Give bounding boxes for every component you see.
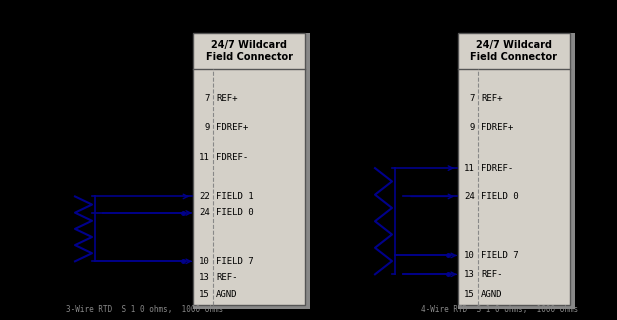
- Text: 10: 10: [199, 257, 210, 266]
- Text: AGND: AGND: [216, 290, 238, 299]
- Text: REF-: REF-: [481, 270, 502, 279]
- Bar: [193, 305, 305, 309]
- Text: 9: 9: [205, 124, 210, 132]
- Text: REF-: REF-: [216, 273, 238, 282]
- Text: 7: 7: [205, 94, 210, 103]
- Bar: [458, 305, 570, 309]
- Text: AGND: AGND: [481, 290, 502, 299]
- Bar: [305, 33, 310, 309]
- Text: 9: 9: [470, 124, 475, 132]
- Text: FIELD 0: FIELD 0: [216, 208, 254, 218]
- Text: 22: 22: [199, 192, 210, 201]
- Text: FIELD 0: FIELD 0: [481, 192, 519, 201]
- Text: 11: 11: [199, 153, 210, 162]
- Text: 24/7 Wildcard
Field Connector: 24/7 Wildcard Field Connector: [205, 40, 292, 62]
- Text: FIELD 1: FIELD 1: [216, 192, 254, 201]
- Bar: [193, 33, 305, 305]
- Text: FIELD 7: FIELD 7: [216, 257, 254, 266]
- Text: 11: 11: [464, 164, 475, 172]
- Bar: [458, 33, 570, 305]
- Text: FDREF+: FDREF+: [216, 124, 248, 132]
- Text: REF+: REF+: [481, 94, 502, 103]
- Text: FDREF-: FDREF-: [481, 164, 513, 172]
- Text: 3-Wire RTD  S 1 0 ohms,  1000 ohms: 3-Wire RTD S 1 0 ohms, 1000 ohms: [67, 305, 223, 314]
- Text: FIELD 7: FIELD 7: [481, 251, 519, 260]
- Text: 24: 24: [199, 208, 210, 218]
- Text: 15: 15: [199, 290, 210, 299]
- Text: 10: 10: [464, 251, 475, 260]
- Text: 24: 24: [464, 192, 475, 201]
- Text: 7: 7: [470, 94, 475, 103]
- Text: 4-Wire RTD  S 1 0 ohms,  1000 ohms: 4-Wire RTD S 1 0 ohms, 1000 ohms: [421, 305, 579, 314]
- Bar: [570, 33, 575, 309]
- Text: REF+: REF+: [216, 94, 238, 103]
- Text: FDREF-: FDREF-: [216, 153, 248, 162]
- Text: 13: 13: [199, 273, 210, 282]
- Text: 15: 15: [464, 290, 475, 299]
- Text: 24/7 Wildcard
Field Connector: 24/7 Wildcard Field Connector: [471, 40, 558, 62]
- Text: FDREF+: FDREF+: [481, 124, 513, 132]
- Text: 13: 13: [464, 270, 475, 279]
